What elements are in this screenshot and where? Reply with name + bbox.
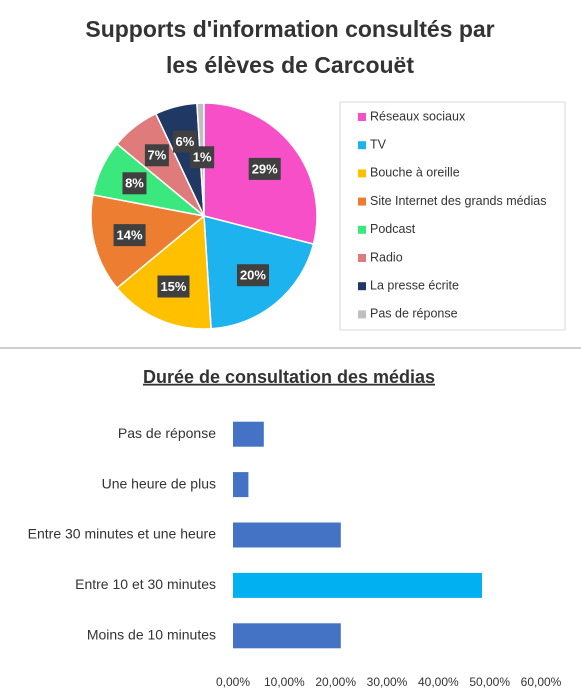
- data-label-box: [236, 264, 269, 287]
- y-tick-label: Entre 30 minutes et une heure: [28, 526, 217, 542]
- y-tick-label: Entre 10 et 30 minutes: [75, 576, 216, 592]
- data-label: 7%: [148, 148, 167, 163]
- chart-title: Supports d'information consultés par: [85, 16, 494, 42]
- chart-title: les élèves de Carcouët: [166, 52, 414, 78]
- bar: [233, 522, 341, 548]
- bar: [233, 623, 341, 649]
- legend-swatch: [358, 141, 366, 150]
- chart-title: Durée de consultation des médias: [143, 367, 435, 387]
- legend-swatch: [358, 113, 366, 121]
- x-tick-label: 10,00%: [264, 675, 305, 689]
- data-label-box: [122, 172, 147, 195]
- data-label-box: [190, 146, 215, 169]
- y-tick-label: Une heure de plus: [102, 475, 216, 491]
- legend-swatch: [358, 169, 366, 178]
- y-tick-label: Moins de 10 minutes: [87, 627, 216, 643]
- data-label: 14%: [117, 228, 143, 243]
- legend-label: Radio: [370, 250, 403, 264]
- data-label-box: [248, 157, 281, 180]
- data-label: 6%: [175, 134, 194, 149]
- legend-swatch: [358, 282, 366, 291]
- x-tick-label: 30,00%: [367, 675, 408, 689]
- bar: [233, 472, 249, 498]
- pie-slice: [115, 214, 212, 330]
- legend-swatch: [358, 310, 366, 319]
- legend-label: La presse écrite: [370, 278, 459, 292]
- legend-swatch: [358, 225, 366, 234]
- x-tick-label: 20,00%: [315, 675, 356, 689]
- data-label: 20%: [240, 268, 266, 283]
- data-label-box: [144, 144, 169, 167]
- bar: [233, 421, 264, 447]
- data-label: 29%: [252, 161, 278, 176]
- bar: [233, 572, 482, 598]
- y-tick-label: Pas de réponse: [118, 425, 216, 441]
- legend-label: Podcast: [370, 222, 416, 236]
- x-tick-label: 0,00%: [216, 675, 250, 689]
- x-tick-label: 50,00%: [469, 675, 510, 689]
- legend-label: TV: [370, 137, 387, 151]
- pie-slice: [90, 193, 206, 290]
- legend-label: Pas de réponse: [370, 307, 458, 321]
- data-label: 1%: [193, 150, 212, 165]
- data-label: 8%: [125, 176, 144, 191]
- legend-swatch: [358, 197, 366, 206]
- legend-label: Bouche à oreille: [370, 166, 460, 180]
- x-tick-label: 60,00%: [521, 675, 562, 689]
- legend-label: Réseaux sociaux: [370, 109, 466, 123]
- data-label-box: [157, 275, 190, 298]
- x-tick-label: 40,00%: [418, 675, 459, 689]
- legend-label: Site Internet des grands médias: [370, 194, 547, 208]
- data-label: 15%: [160, 279, 186, 294]
- legend-box: [339, 101, 566, 331]
- data-label-box: [113, 224, 146, 247]
- legend-swatch: [358, 254, 366, 262]
